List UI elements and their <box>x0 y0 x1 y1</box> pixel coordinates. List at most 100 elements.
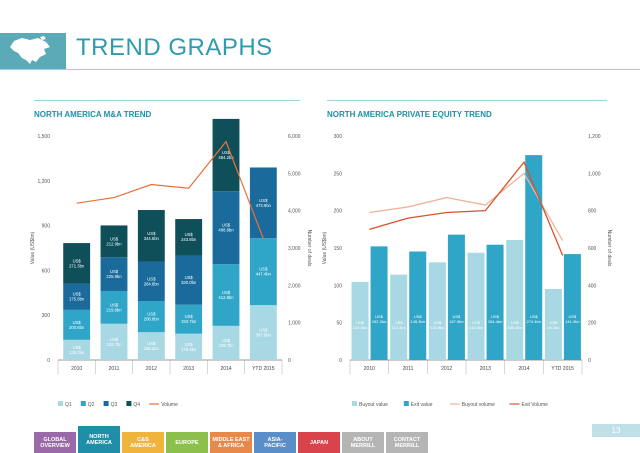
bar-segment-q3 <box>100 257 128 291</box>
bar-buyout-value <box>390 274 408 360</box>
data-label: 154.4bn <box>488 319 502 324</box>
data-label: 143.6bn <box>469 325 483 330</box>
data-label: 141.9bn <box>565 319 579 324</box>
data-label: 367.9bn <box>256 333 272 338</box>
data-label: US$ <box>472 320 481 325</box>
data-label: US$ <box>222 290 231 295</box>
nav-item-about-merrill[interactable]: ABOUT MERRILL <box>342 432 384 453</box>
data-label: 208.6bn <box>144 317 160 322</box>
y2-tick-label: 1,000 <box>588 171 601 177</box>
data-label: US$ <box>185 232 194 237</box>
data-label: 488.8bn <box>218 228 234 233</box>
x-tick-label: 2010 <box>364 366 375 372</box>
bar-exit-value <box>563 254 581 360</box>
y2-tick-label: 1,000 <box>288 321 301 327</box>
y2-tick-label: 4,000 <box>288 209 301 215</box>
bar-segment-q3 <box>249 167 277 239</box>
section-rule-left <box>34 100 300 101</box>
bar-segment-q4 <box>63 243 91 284</box>
data-label: 186.3bn <box>144 346 160 351</box>
data-label: 130.8bn <box>430 325 444 330</box>
data-label: US$ <box>259 267 268 272</box>
nav-item-contact-merrill[interactable]: CONTACT MERRILL <box>386 432 428 453</box>
data-label: US$ <box>375 314 384 319</box>
legend-swatch <box>103 401 109 406</box>
bar-buyout-value <box>351 281 369 360</box>
data-label: US$ <box>185 342 194 347</box>
data-label: 200.6bn <box>69 325 85 330</box>
data-label: US$ <box>511 320 520 325</box>
x-tick-label: 2011 <box>403 366 414 372</box>
data-label: 135.2bn <box>69 350 85 355</box>
nav-item-label: ASIA- <box>267 436 283 443</box>
nav-item-label: C&S <box>137 436 149 443</box>
data-label: US$ <box>222 150 231 155</box>
bar-buyout-value <box>544 288 562 360</box>
bar-segment-q2 <box>100 290 128 324</box>
bar-segment-q1 <box>212 325 240 360</box>
data-label: US$ <box>395 320 404 325</box>
x-tick-label: 2013 <box>480 366 491 372</box>
data-label: US$ <box>185 314 194 319</box>
bar-segment-q3 <box>63 283 91 310</box>
x-tick-label: 2011 <box>109 366 120 372</box>
y-tick-label: 200 <box>334 209 343 215</box>
nav-item-c-s-america[interactable]: C&S AMERICA <box>122 432 164 453</box>
data-label: US$ <box>73 258 82 263</box>
bar-exit-value <box>486 244 504 360</box>
y2-tick-label: 0 <box>588 358 591 364</box>
data-label: 167.9bn <box>449 319 463 324</box>
nav-item-global-overview[interactable]: GLOBAL OVERVIEW <box>34 432 76 453</box>
y2-tick-label: 200 <box>588 321 597 327</box>
nav-item-north-america[interactable]: NORTH AMERICA <box>78 426 120 453</box>
y-tick-label: 50 <box>336 321 342 327</box>
nav-item-middle-east-africa[interactable]: MIDDLE EAST & AFRICA <box>210 432 252 453</box>
legend-label: Volume <box>161 402 178 408</box>
data-label: US$ <box>110 269 119 274</box>
data-label: 484.2bn <box>218 155 234 160</box>
bar-segment-q2 <box>249 238 277 306</box>
y-tick-label: 900 <box>42 224 51 230</box>
legend-label: Q3 <box>111 402 118 408</box>
nav-item-label: JAPAN <box>309 439 329 446</box>
data-label: 95.1bn <box>547 325 559 330</box>
nav-item-europe[interactable]: EUROPE <box>166 432 208 453</box>
data-label: 330.0bn <box>181 280 197 285</box>
y-tick-label: 150 <box>334 246 343 252</box>
nav-item-label: OVERVIEW <box>40 442 70 449</box>
data-label: US$ <box>569 314 578 319</box>
y2-tick-label: 3,000 <box>288 246 301 252</box>
data-label: 344.6bn <box>144 236 160 241</box>
bar-segment-q4 <box>100 225 128 258</box>
data-label: 271.3bn <box>69 263 85 268</box>
nav-item-asia-pacific[interactable]: ASIA- PACIFIC <box>254 432 296 453</box>
north-america-map-icon <box>10 36 50 64</box>
y-tick-label: 0 <box>47 358 50 364</box>
nav-item-japan[interactable]: JAPAN <box>298 432 340 453</box>
x-tick-label: YTD 2015 <box>551 366 574 372</box>
bar-buyout-value <box>428 262 446 360</box>
pe-chart-title: NORTH AMERICA PRIVATE EQUITY TREND <box>327 110 492 119</box>
data-label: 219.6bn <box>106 307 122 312</box>
legend-label: Q2 <box>88 402 95 408</box>
bar-exit-value <box>409 251 427 360</box>
y2-tick-label: 0 <box>288 358 291 364</box>
legend-label: Exit Volume <box>522 402 549 408</box>
data-label: 274.4bn <box>526 319 540 324</box>
data-label: US$ <box>453 314 462 319</box>
bar-segment-q2 <box>175 304 203 334</box>
data-label: US$ <box>259 198 268 203</box>
data-label: US$ <box>147 276 156 281</box>
legend-swatch <box>352 401 357 406</box>
legend-swatch <box>58 401 63 406</box>
x-tick-label: 2014 <box>220 366 231 372</box>
data-label: 447.4bn <box>256 272 272 277</box>
data-label: US$ <box>491 314 500 319</box>
data-label: US$ <box>73 292 82 297</box>
data-label: 176.4bn <box>181 347 197 352</box>
bar-segment-q1 <box>249 305 277 360</box>
data-label: US$ <box>185 275 194 280</box>
data-label: 175.8bn <box>69 297 85 302</box>
data-label: US$ <box>147 231 156 236</box>
